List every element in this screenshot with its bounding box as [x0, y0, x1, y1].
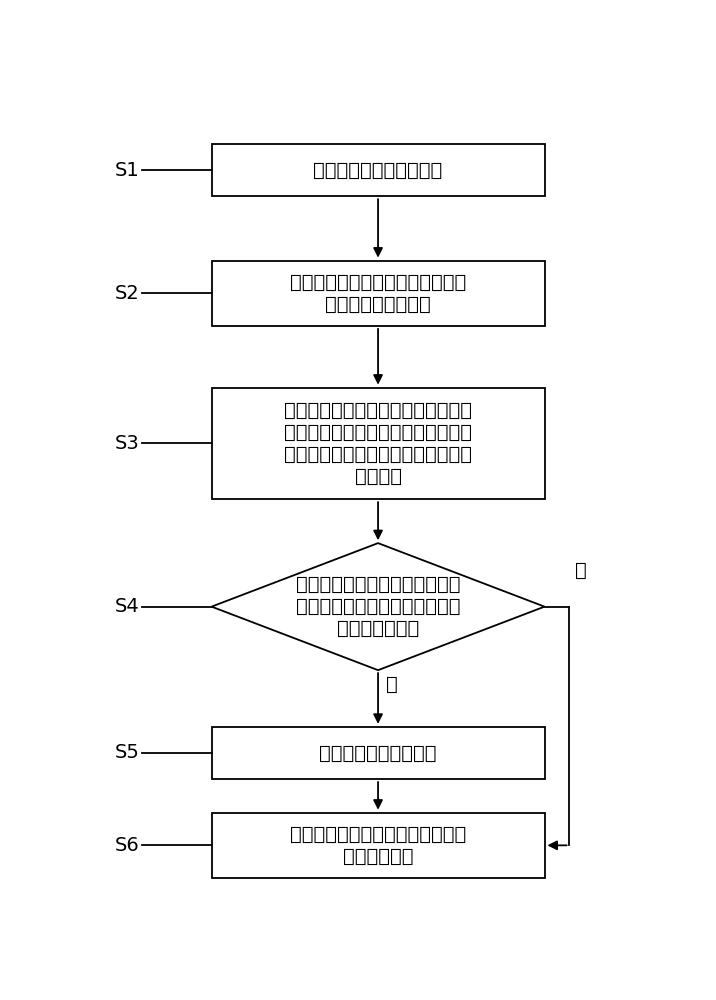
- Text: S5: S5: [115, 743, 140, 762]
- Polygon shape: [212, 543, 545, 670]
- Bar: [212, 388, 545, 499]
- Text: 获取配电系统的基础数据: 获取配电系统的基础数据: [314, 161, 442, 180]
- Text: 将罚函数计入目标函数: 将罚函数计入目标函数: [319, 743, 437, 762]
- Text: 通过随机模拟技术对概率分布模
型采样产生样本数据，检验其是
否满足约束条件: 通过随机模拟技术对概率分布模 型采样产生样本数据，检验其是 否满足约束条件: [296, 575, 460, 638]
- Bar: [212, 813, 545, 878]
- Text: 是: 是: [575, 561, 587, 580]
- Text: 将光伏出力与负荷用电作为随机变
量建立概率分布模型: 将光伏出力与负荷用电作为随机变 量建立概率分布模型: [290, 273, 466, 314]
- Text: 通过遗传算法对机会约束规划模型
进行全局寻优: 通过遗传算法对机会约束规划模型 进行全局寻优: [290, 825, 466, 866]
- Text: 利用基础数据构建分布式光伏并网最
大准入容量的机会约束规划模型，所
述机会约束规划模型包括目标函数和
约束条件: 利用基础数据构建分布式光伏并网最 大准入容量的机会约束规划模型，所 述机会约束规…: [284, 401, 472, 486]
- Text: S1: S1: [115, 161, 140, 180]
- Text: S3: S3: [115, 434, 140, 453]
- Text: S2: S2: [115, 284, 140, 303]
- Text: 否: 否: [387, 675, 398, 694]
- Bar: [212, 261, 545, 326]
- Text: S4: S4: [115, 597, 140, 616]
- Bar: [212, 144, 545, 196]
- Text: S6: S6: [115, 836, 140, 855]
- Bar: [212, 727, 545, 779]
